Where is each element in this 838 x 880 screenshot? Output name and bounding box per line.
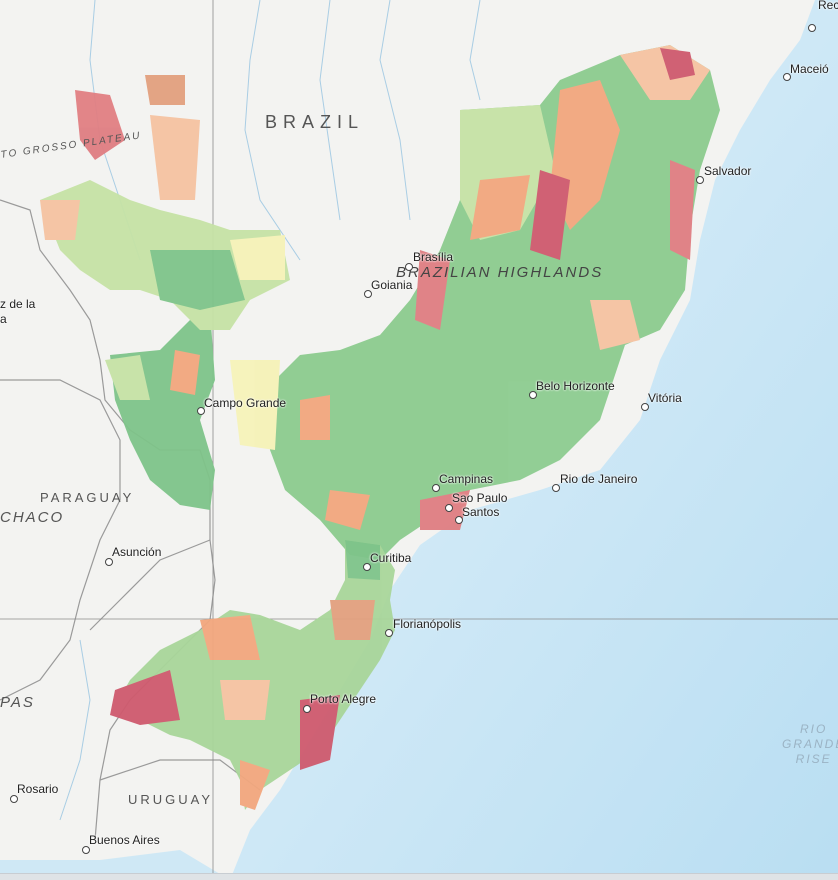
city-label-asuncion[interactable]: Asunción	[112, 545, 162, 559]
city-label-santos[interactable]: Santos	[462, 505, 500, 519]
city-marker	[405, 263, 413, 271]
city-marker	[364, 290, 372, 298]
city-marker	[82, 846, 90, 854]
country-label-brazil: BRAZIL	[265, 112, 365, 132]
ocean	[230, 0, 838, 880]
choropleth	[230, 45, 720, 560]
city-marker	[552, 484, 560, 492]
city-marker	[363, 563, 371, 571]
country-label-paraguay: PARAGUAY	[40, 490, 135, 505]
city-label-brasilia[interactable]: Brasília	[413, 250, 454, 264]
city-label-rio-de-janeiro[interactable]: Rio de Janeiro	[560, 472, 638, 486]
city-marker	[10, 795, 18, 803]
city-label-curitiba[interactable]: Curitiba	[370, 551, 412, 565]
city-marker	[696, 176, 704, 184]
city-label-campo-grande[interactable]: Campo Grande	[204, 396, 287, 410]
partial-label-2: a	[0, 312, 7, 326]
city-marker	[385, 629, 393, 637]
city-marker	[529, 391, 537, 399]
ocean-feature-line2: GRANDE	[782, 737, 838, 751]
city-label-buenos-aires[interactable]: Buenos Aires	[89, 833, 160, 847]
city-marker	[783, 73, 791, 81]
map-bottom-toolbar[interactable]	[0, 873, 838, 880]
city-marker	[197, 407, 205, 415]
city-label-florianopolis[interactable]: Florianópolis	[393, 617, 462, 631]
city-label-vitoria[interactable]: Vitória	[648, 391, 682, 405]
city-marker	[105, 558, 113, 566]
city-label-porto-alegre[interactable]: Porto Alegre	[310, 692, 377, 706]
city-label-goiania[interactable]: Goiania	[371, 278, 413, 292]
city-label-salvador[interactable]: Salvador	[704, 164, 752, 178]
city-marker	[455, 516, 463, 524]
city-label-belo-horizonte[interactable]: Belo Horizonte	[536, 379, 615, 393]
city-label-campinas[interactable]: Campinas	[439, 472, 494, 486]
city-marker	[808, 24, 816, 32]
city-label-maceio[interactable]: Maceió	[790, 62, 829, 76]
city-label-sao-paulo[interactable]: Sao Paulo	[452, 491, 508, 505]
city-marker	[641, 403, 649, 411]
country-label-uruguay: URUGUAY	[128, 792, 214, 807]
city-marker	[432, 484, 440, 492]
region-label-pampas: PAS	[0, 694, 35, 711]
ocean-feature-line3: RISE	[795, 752, 832, 766]
ocean-feature-line1: RIO	[800, 722, 828, 736]
region-label-chaco: CHACO	[0, 509, 65, 526]
city-marker	[445, 504, 453, 512]
city-marker	[303, 705, 311, 713]
region-label-brazilian-highlands: BRAZILIAN HIGHLANDS	[396, 264, 604, 281]
partial-label-1: z de la	[0, 297, 36, 311]
city-label-rosario[interactable]: Rosario	[17, 782, 59, 796]
ocean-feature-label: RIO GRANDE RISE	[782, 722, 838, 767]
choropleth-west	[40, 75, 290, 510]
choropleth-south	[110, 540, 395, 810]
city-label-recife: Rec	[818, 0, 838, 12]
